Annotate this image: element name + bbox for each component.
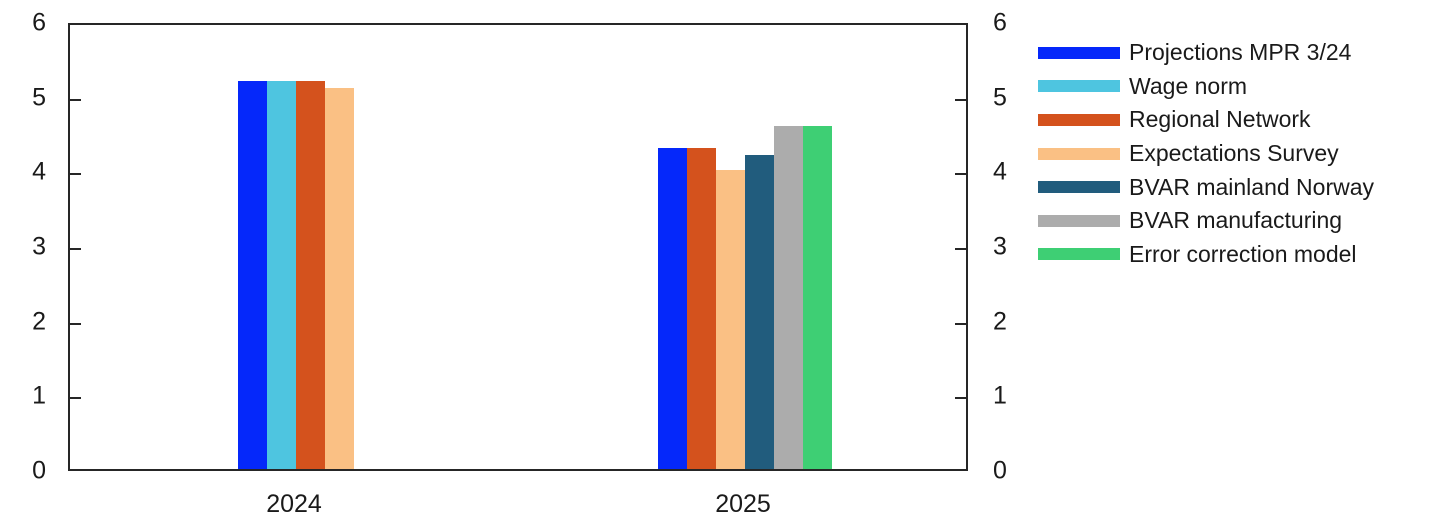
plot-area [68,23,968,471]
y-axis-right-tick-mark [955,397,966,400]
bar-2025-expectations-survey [716,170,745,469]
bar-2024-expectations-survey [325,88,354,469]
y-axis-left-tick-label: 5 [32,83,46,112]
bar-2025-projections-mpr-3-24 [658,147,687,469]
legend-swatch [1038,113,1120,126]
bar-2024-projections-mpr-3-24 [238,80,267,469]
y-axis-left-tick-mark [70,248,81,250]
y-axis-right-tick-mark [955,98,966,101]
y-axis-right-tick-mark [955,173,966,176]
y-axis-left-tick-label: 2 [32,307,46,336]
legend-row: BVAR mainland Norway [1038,170,1374,204]
x-axis-tick-label: 2025 [715,490,771,518]
legend-row: Regional Network [1038,103,1374,137]
bar-2025-regional-network [687,147,716,469]
legend: Projections MPR 3/24 Wage norm Regional Ne… [1038,36,1374,271]
bar-2024-regional-network [296,80,325,469]
y-axis-right-tick-label: 4 [993,157,1007,186]
legend-label: Expectations Survey [1129,140,1339,167]
y-axis-right-tick-label: 1 [993,381,1007,410]
y-axis-left-tick-label: 1 [32,381,46,410]
legend-label: Error correction model [1129,240,1357,267]
legend-swatch [1038,46,1120,59]
legend-label: Wage norm [1129,72,1248,99]
bar-2025-error-correction-model [803,125,832,469]
legend-label: BVAR manufacturing [1129,207,1343,234]
legend-label: Projections MPR 3/24 [1129,39,1352,66]
y-axis-left-tick-label: 6 [32,8,46,37]
legend-label: BVAR mainland Norway [1129,173,1375,200]
y-axis-left-tick-mark [70,322,81,325]
y-axis-left-tick-label: 0 [32,456,46,485]
legend-label: Regional Network [1129,106,1311,133]
legend-row: BVAR manufacturing [1038,204,1374,238]
legend-swatch [1038,181,1120,194]
y-axis-left-tick-label: 3 [32,232,46,261]
y-axis-right-tick-label: 5 [993,83,1007,112]
y-axis-right-tick-label: 0 [993,456,1007,485]
legend-row: Wage norm [1038,70,1374,104]
bar-2025-bvar-mainland-norway [745,155,774,469]
y-axis-left-tick-label: 4 [32,157,46,186]
x-axis-tick-label: 2024 [266,490,322,518]
y-axis-right-tick-label: 3 [993,232,1007,261]
y-axis-right-tick-label: 2 [993,307,1007,336]
legend-row: Projections MPR 3/24 [1038,36,1374,70]
y-axis-left-tick-mark [70,98,81,101]
legend-swatch [1038,248,1120,261]
bar-2024-wage-norm [267,80,296,469]
legend-swatch [1038,147,1120,160]
y-axis-left-tick-mark [70,173,81,176]
y-axis-right-tick-mark [955,322,966,325]
legend-swatch [1038,214,1120,227]
y-axis-right-tick-label: 6 [993,8,1007,37]
legend-row: Expectations Survey [1038,137,1374,171]
legend-swatch [1038,80,1120,93]
bar-2025-bvar-manufacturing [774,125,803,469]
y-axis-left-tick-mark [70,397,81,400]
legend-row: Error correction model [1038,238,1374,272]
y-axis-right-tick-mark [955,248,966,250]
